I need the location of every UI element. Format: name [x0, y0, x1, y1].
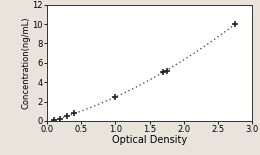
X-axis label: Optical Density: Optical Density — [112, 135, 187, 145]
Y-axis label: Concentration(ng/mL): Concentration(ng/mL) — [22, 17, 31, 109]
